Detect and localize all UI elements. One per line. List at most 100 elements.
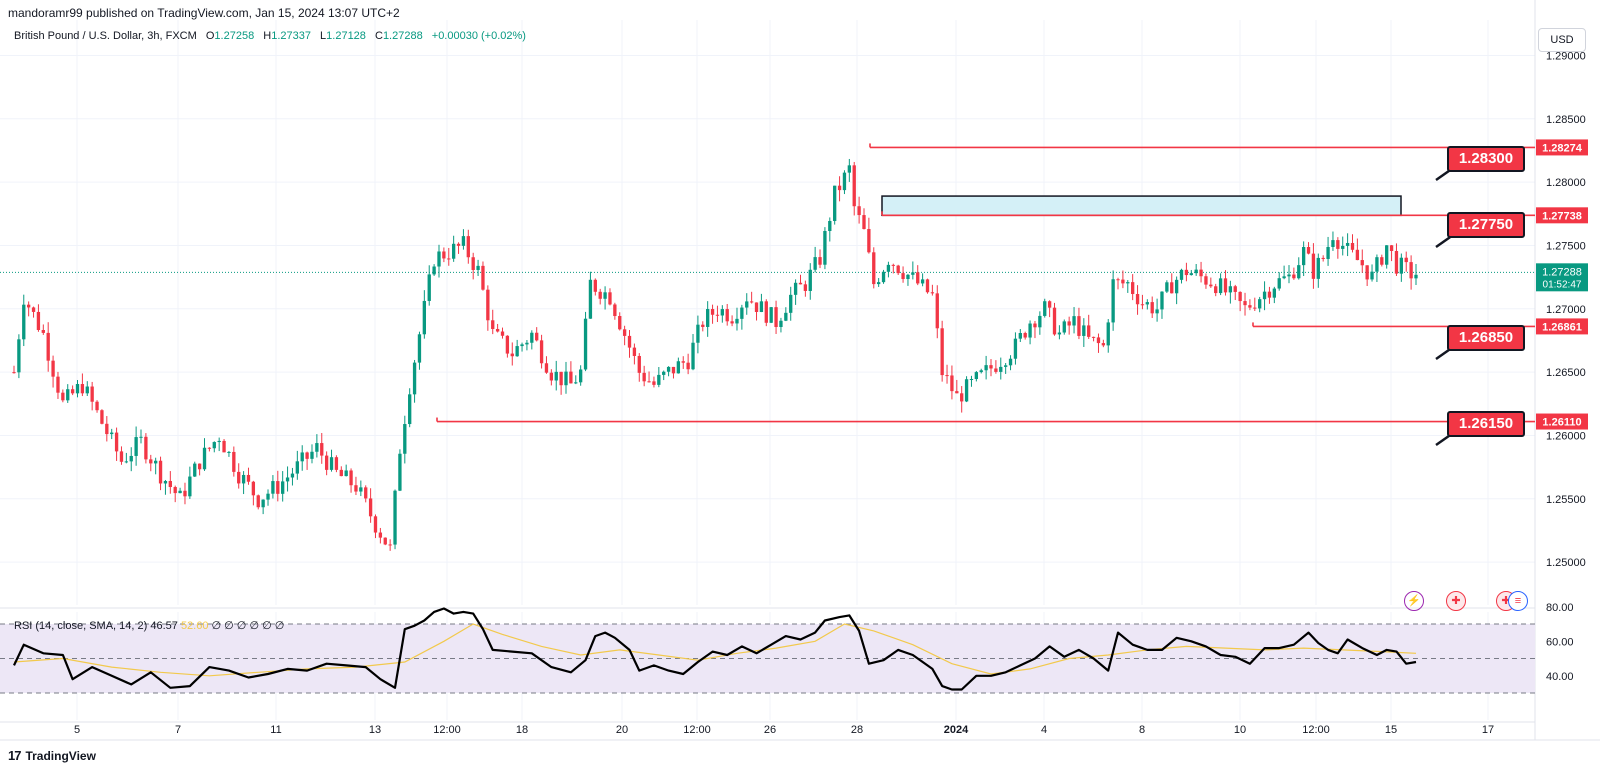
high-value: 1.27337 — [271, 30, 311, 42]
candle-body — [1126, 282, 1130, 284]
candle-body — [1111, 279, 1115, 323]
candle-body — [1287, 274, 1291, 277]
candle-body — [359, 487, 363, 492]
candle-body — [1331, 240, 1335, 247]
candle-body — [1326, 246, 1330, 259]
candle-body — [579, 369, 583, 383]
candle-body — [188, 476, 192, 497]
time-tick-label: 11 — [270, 724, 281, 736]
candle-body — [1189, 273, 1193, 276]
candle-body — [1341, 245, 1345, 249]
level-price-label: 1.27738 — [1542, 210, 1582, 222]
candle-body — [1072, 316, 1076, 326]
candle-body — [427, 274, 431, 301]
candle-body — [476, 265, 480, 270]
candle-body — [1013, 338, 1018, 359]
candle-body — [1150, 302, 1154, 314]
price-tick-label: 1.27000 — [1546, 304, 1586, 316]
symbol-title: British Pound / U.S. Dollar, 3h, FXCM — [14, 30, 197, 42]
lightning-icon[interactable]: ⚡ — [1404, 591, 1424, 611]
candle-body — [222, 440, 226, 453]
candle-body — [398, 453, 402, 491]
candle-body — [1355, 249, 1360, 261]
candle-body — [608, 292, 612, 305]
candle-body — [940, 328, 944, 376]
candle-body — [754, 302, 759, 313]
candle-body — [1179, 269, 1184, 280]
candle-body — [300, 452, 304, 462]
candle-body — [295, 461, 299, 474]
candle-body — [916, 272, 920, 284]
publisher-line: mandoramr99 published on TradingView.com… — [8, 6, 400, 20]
candle-body — [798, 282, 803, 285]
candle-body — [1023, 333, 1027, 338]
candle-body — [90, 386, 94, 402]
callout-4: 1.26150 — [1447, 411, 1525, 437]
candle-body — [891, 264, 895, 266]
uk-flag-icon[interactable]: ✚ — [1446, 591, 1466, 611]
candle-body — [119, 451, 124, 462]
time-tick-label: 12:00 — [1302, 724, 1330, 736]
candle-body — [1253, 307, 1257, 309]
candle-body — [735, 318, 739, 324]
candle-body — [158, 460, 163, 484]
candle-body — [461, 236, 466, 246]
candle-body — [227, 451, 231, 453]
open-value: 1.27258 — [214, 30, 255, 42]
time-tick-label: 15 — [1385, 724, 1397, 736]
candle-body — [740, 307, 744, 319]
candle-body — [1106, 322, 1110, 346]
candle-body — [412, 362, 417, 395]
candle-body — [671, 366, 676, 374]
current-price-badge — [1536, 263, 1588, 292]
candle-body — [1087, 325, 1091, 337]
candle-body — [471, 257, 475, 270]
level-price-badge — [1536, 413, 1588, 430]
candle-body — [1345, 242, 1350, 246]
currency-button[interactable]: USD — [1538, 28, 1586, 52]
candle-body — [618, 316, 622, 330]
rsi-value: 46.57 — [150, 620, 178, 632]
candle-body — [1038, 315, 1042, 328]
candle-body — [422, 300, 427, 335]
candle-body — [574, 382, 578, 384]
close-value: 1.27288 — [382, 30, 423, 42]
candle-body — [80, 384, 85, 394]
candle-body — [124, 461, 129, 463]
candle-body — [1292, 274, 1296, 279]
tradingview-logo-icon: 17 — [8, 748, 22, 763]
candle-body — [100, 410, 104, 424]
candle-body — [1033, 323, 1037, 328]
candle-body — [725, 309, 729, 322]
candle-body — [657, 374, 661, 385]
candle-body — [1174, 279, 1179, 294]
candle-body — [876, 282, 881, 285]
candle-body — [70, 389, 75, 394]
candle-body — [1385, 245, 1389, 265]
candle-body — [847, 165, 851, 173]
candle-body — [896, 265, 900, 274]
candle-body — [759, 301, 764, 313]
candle-body — [749, 301, 754, 303]
us-flag-icon[interactable]: ≡ — [1508, 591, 1528, 611]
candle-body — [1233, 286, 1237, 292]
candle-body — [793, 282, 798, 295]
candle-body — [1272, 288, 1276, 298]
candle-body — [632, 347, 637, 356]
candle-body — [1301, 247, 1306, 266]
candle-body — [1003, 365, 1008, 367]
rsi-line — [13, 607, 1417, 691]
candle-body — [1135, 294, 1140, 305]
candle-body — [1414, 274, 1418, 279]
candle-body — [12, 372, 16, 374]
time-tick-label: 12:00 — [433, 724, 461, 736]
candle-body — [173, 487, 177, 494]
candle-body — [466, 236, 470, 258]
candle-body — [154, 460, 158, 464]
candle-body — [872, 252, 876, 285]
time-tick-label: 20 — [616, 724, 628, 736]
candle-body — [207, 447, 212, 449]
candle-body — [720, 309, 724, 316]
candle-body — [310, 451, 314, 459]
